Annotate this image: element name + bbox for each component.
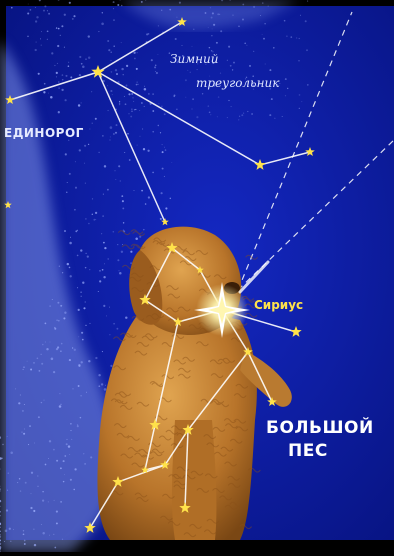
- label-big-dog-1: БОЛЬШОЙ: [266, 418, 374, 438]
- label-winter-triangle-1: Зимний: [170, 52, 219, 66]
- label-unicorn: ЕДИНОРОГ: [4, 126, 84, 140]
- label-big-dog-2: ПЕС: [288, 441, 328, 461]
- label-sirius: Сириус: [254, 298, 303, 312]
- label-winter-triangle-2: треугольник: [196, 76, 279, 90]
